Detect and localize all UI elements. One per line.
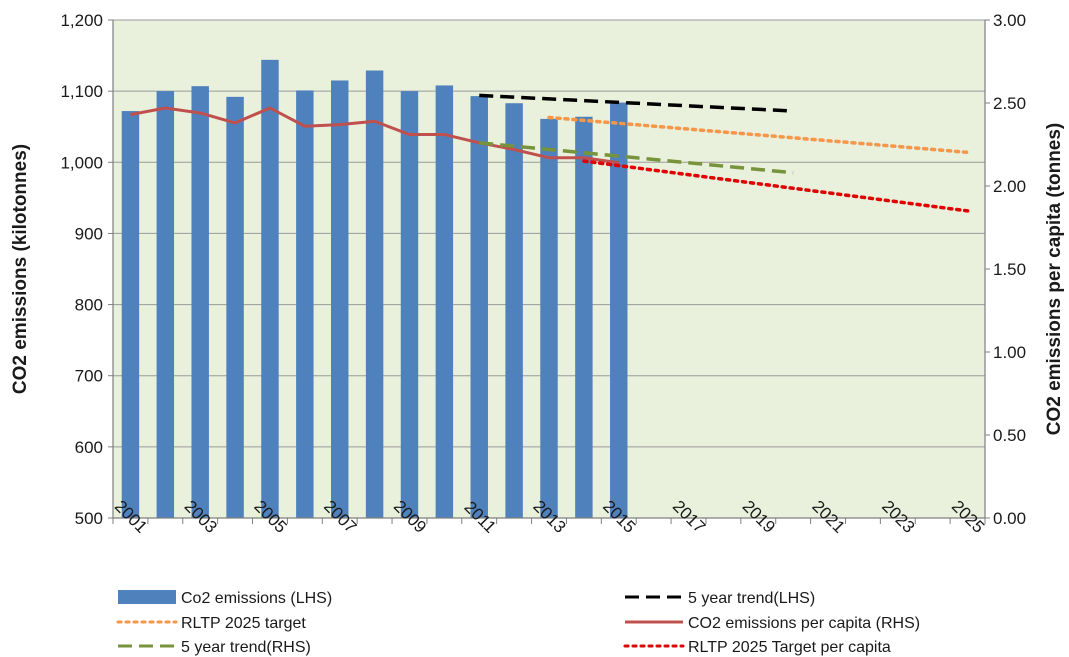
bar-2006 <box>296 90 314 518</box>
bar-2009 <box>400 91 419 519</box>
bar-2008 <box>365 70 384 519</box>
y-left-tick-label: 700 <box>75 367 103 386</box>
legend-label: 5 year trend(RHS) <box>181 639 311 656</box>
series-line-3 <box>130 106 619 165</box>
bar-2015 <box>610 102 628 519</box>
bar-2011 <box>470 96 488 518</box>
y-left-tick-label: 500 <box>75 509 103 528</box>
y-right-tick-label: 1.50 <box>993 260 1026 279</box>
y-left-tick-label: 900 <box>75 224 103 243</box>
y-axis-right-title: CO2 emissions per capita (tonnes) <box>1044 123 1065 436</box>
bar-2002 <box>156 91 175 519</box>
legend-label: RLTP 2025 Target per capita <box>688 639 891 656</box>
y-right-tick-label: 3.00 <box>993 11 1026 30</box>
y-left-tick-label: 1,000 <box>60 153 103 172</box>
y-left-tick-label: 800 <box>75 296 103 315</box>
bar-2005 <box>261 59 279 519</box>
y-axis-left-title: CO2 emissions (kilotonnes) <box>10 144 31 394</box>
y-right-tick-label: 0.50 <box>993 426 1026 445</box>
bar-2007 <box>331 80 349 518</box>
series-line-1 <box>479 93 794 113</box>
y-right-tick-label: 1.00 <box>993 343 1026 362</box>
legend-label: Co2 emissions (LHS) <box>181 590 332 607</box>
series-line-4 <box>479 141 794 175</box>
line-series <box>130 93 970 213</box>
legend-label: CO2 emissions per capita (RHS) <box>688 615 920 632</box>
y-left-tick-label: 600 <box>75 438 103 457</box>
legend-label: RLTP 2025 target <box>181 615 306 632</box>
bar-2003 <box>191 86 209 519</box>
bar-2001 <box>121 111 140 518</box>
y-right-tick-label: 2.00 <box>993 177 1026 196</box>
legend-label: 5 year trend(LHS) <box>688 590 815 607</box>
bar-series <box>121 59 628 519</box>
bar-2013 <box>540 118 558 518</box>
series-line-2 <box>547 115 970 155</box>
bar-2012 <box>505 103 523 518</box>
bar-2004 <box>226 96 244 518</box>
series-line-5 <box>582 159 970 213</box>
bar-2014 <box>575 116 593 519</box>
legend-swatch <box>118 590 176 604</box>
y-left-tick-label: 1,200 <box>60 11 103 30</box>
bar-2010 <box>435 85 454 519</box>
y-left-tick-label: 1,100 <box>60 82 103 101</box>
legend: Co2 emissions (LHS) 5 year trend(LHS) RLTP… <box>116 590 920 656</box>
axes <box>108 19 990 524</box>
y-right-tick-label: 0.00 <box>993 509 1026 528</box>
y-right-tick-label: 2.50 <box>993 94 1026 113</box>
